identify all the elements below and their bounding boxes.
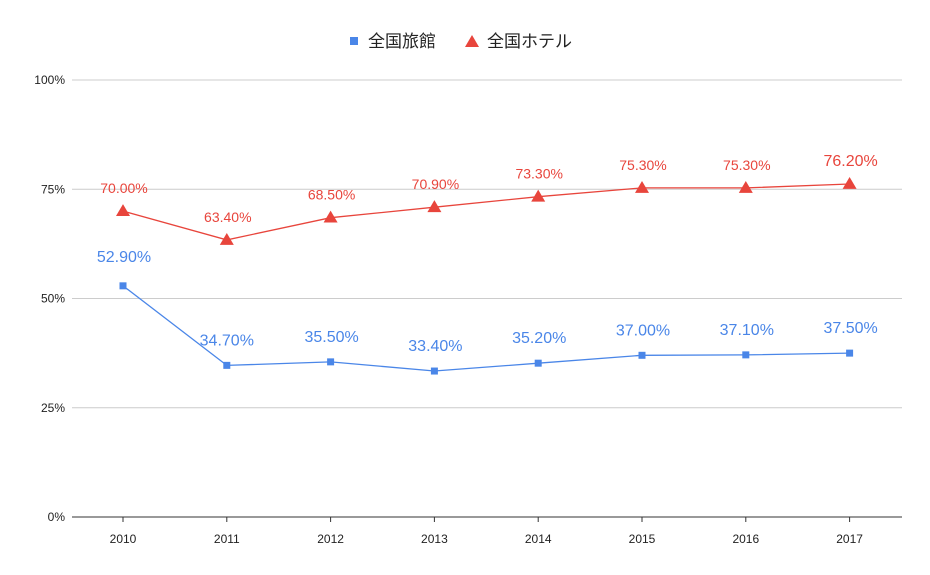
x-tick-label: 2016: [732, 532, 759, 546]
x-tick-label: 2012: [317, 532, 344, 546]
y-axis-ticks: 0% 25% 50% 75% 100%: [34, 73, 65, 524]
series-line: [122, 183, 850, 241]
data-point: [116, 204, 130, 216]
data-label: 52.90%: [97, 249, 151, 266]
data-point: [223, 361, 231, 369]
data-label: 33.40%: [408, 338, 462, 355]
legend: 全国旅館 全国ホテル: [350, 32, 572, 52]
series-1: 52.90% 34.70% 35.50% 33.40% 35.20% 37.00% 37.1…: [97, 249, 878, 375]
data-point: [427, 200, 442, 213]
data-point: [846, 349, 854, 357]
data-label: 75.30%: [619, 157, 666, 173]
data-label: 34.70%: [200, 332, 254, 349]
data-label: 35.20%: [512, 330, 566, 347]
data-point: [119, 282, 127, 290]
y-tick-label: 75%: [41, 182, 65, 196]
data-point: [742, 351, 750, 359]
data-label: 68.50%: [308, 187, 355, 203]
data-label: 70.90%: [412, 176, 459, 192]
y-tick-label: 0%: [48, 510, 66, 524]
x-tick-label: 2014: [525, 532, 552, 546]
data-point: [635, 180, 649, 193]
y-tick-label: 50%: [41, 292, 65, 306]
data-point: [327, 358, 335, 366]
y-tick-label: 25%: [41, 401, 65, 415]
data-label: 37.00%: [616, 322, 670, 339]
data-label: 70.00%: [100, 180, 147, 196]
x-tick-label: 2013: [421, 532, 448, 546]
legend-marker-triangle: [465, 35, 479, 47]
x-tick-label: 2017: [836, 532, 863, 546]
data-point: [534, 359, 542, 367]
series-2: 70.00% 63.40% 68.50% 70.90% 73.30% 75.30% 75.3…: [100, 153, 878, 245]
legend-label: 全国旅館: [368, 32, 436, 52]
data-point: [430, 367, 438, 375]
data-label: 75.30%: [723, 157, 770, 173]
data-label: 63.40%: [204, 209, 251, 225]
data-point: [219, 232, 234, 245]
data-label: 37.50%: [823, 320, 877, 337]
series-line: [122, 285, 850, 372]
data-point: [531, 189, 546, 202]
x-axis: 2010 2011 2012 2013 2014 2015 2016 2017: [72, 516, 902, 546]
y-tick-label: 100%: [34, 73, 65, 87]
data-point: [323, 210, 338, 223]
data-point: [842, 177, 857, 189]
legend-label: 全国ホテル: [487, 32, 572, 52]
x-tick-label: 2015: [629, 532, 656, 546]
data-point: [638, 351, 646, 359]
grid-lines: [72, 79, 902, 409]
data-label: 76.20%: [823, 153, 877, 170]
legend-marker-square: [350, 37, 358, 45]
data-label: 73.30%: [515, 166, 562, 182]
data-label: 37.10%: [720, 322, 774, 339]
series-group: 52.90% 34.70% 35.50% 33.40% 35.20% 37.00% 37.1…: [97, 153, 878, 375]
data-point: [738, 180, 753, 193]
data-label: 35.50%: [304, 329, 358, 346]
x-tick-label: 2010: [110, 532, 137, 546]
x-tick-label: 2011: [214, 532, 240, 546]
